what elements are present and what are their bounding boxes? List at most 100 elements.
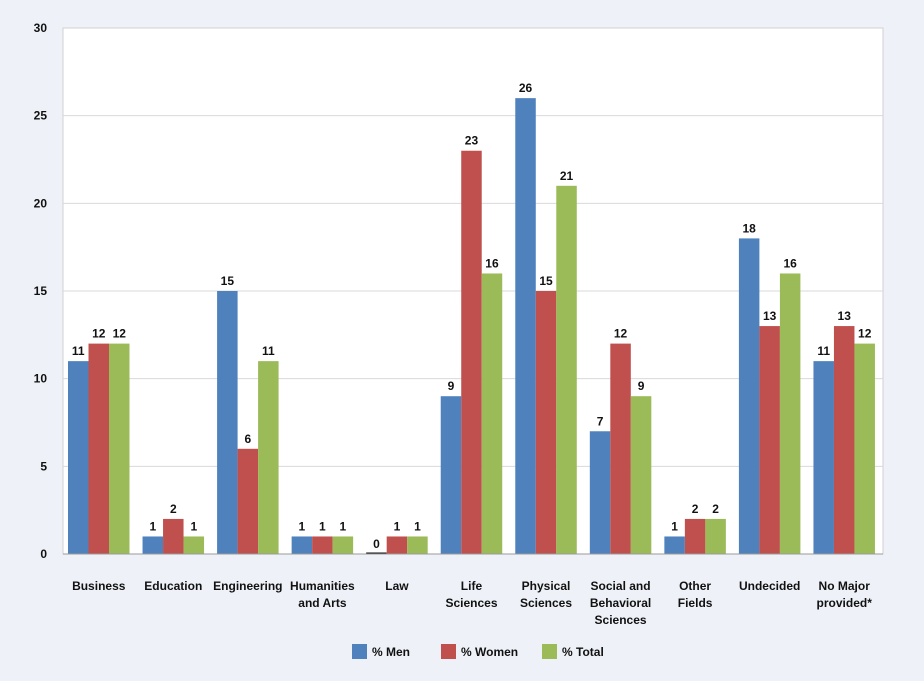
category-label-line: Humanities bbox=[290, 579, 355, 593]
category-label: No Major provided* bbox=[817, 579, 873, 610]
bar bbox=[407, 536, 428, 554]
category-label-line: Business bbox=[72, 579, 126, 593]
bar bbox=[779, 273, 801, 554]
bar bbox=[589, 431, 611, 554]
data-label: 16 bbox=[783, 256, 797, 270]
bar bbox=[610, 343, 631, 554]
bar bbox=[556, 185, 577, 555]
data-label: 2 bbox=[692, 502, 699, 516]
category-label: Physical Sciences bbox=[520, 579, 572, 610]
data-label: 12 bbox=[614, 327, 628, 341]
y-tick-label: 30 bbox=[34, 21, 48, 35]
bar bbox=[515, 98, 536, 554]
bar bbox=[142, 536, 164, 554]
bar bbox=[183, 536, 205, 554]
category-label-line: Behavioral bbox=[590, 596, 651, 610]
data-label: 21 bbox=[560, 169, 574, 183]
data-label: 11 bbox=[72, 344, 85, 358]
bar bbox=[738, 238, 760, 554]
data-label: 12 bbox=[858, 327, 872, 341]
bar bbox=[68, 361, 89, 554]
category-label: Social and Behavioral Sciences bbox=[590, 579, 651, 627]
bar bbox=[759, 326, 780, 554]
category-label: Life Sciences bbox=[445, 579, 497, 610]
legend-label: % Women bbox=[461, 645, 518, 659]
data-label: 1 bbox=[671, 519, 678, 533]
category-label: Humanities and Arts bbox=[290, 579, 355, 610]
legend-swatch bbox=[352, 644, 367, 659]
category-label: Other Fields bbox=[678, 579, 713, 610]
legend: % Men % Women % Total bbox=[352, 644, 604, 659]
category-label: Undecided bbox=[739, 579, 800, 593]
category-label-line: Life bbox=[461, 579, 483, 593]
data-label: 1 bbox=[340, 519, 347, 533]
data-label: 11 bbox=[262, 344, 275, 358]
legend-swatch bbox=[542, 644, 557, 659]
data-label: 6 bbox=[244, 432, 251, 446]
category-labels: Business Education Engineering Humanities an… bbox=[72, 579, 872, 627]
data-label: 7 bbox=[597, 414, 604, 428]
bar bbox=[258, 361, 279, 554]
y-tick-label: 0 bbox=[40, 547, 47, 561]
y-tick-label: 5 bbox=[40, 459, 47, 473]
data-label: 15 bbox=[221, 274, 235, 288]
data-label: 2 bbox=[170, 502, 177, 516]
data-label: 1 bbox=[299, 519, 306, 533]
bar bbox=[664, 536, 685, 554]
bars-group bbox=[68, 98, 875, 555]
category-label-line: Sciences bbox=[445, 596, 497, 610]
bar bbox=[684, 518, 706, 554]
category-label-line: Social and bbox=[591, 579, 651, 593]
category-label-line: Physical bbox=[522, 579, 571, 593]
data-label: 15 bbox=[539, 274, 553, 288]
bar bbox=[109, 343, 130, 554]
bar bbox=[291, 536, 313, 554]
legend-label: % Men bbox=[372, 645, 410, 659]
category-label-line: Fields bbox=[678, 596, 713, 610]
bar bbox=[481, 273, 503, 554]
category-label: Business bbox=[72, 579, 126, 593]
data-label: 23 bbox=[465, 134, 479, 148]
category-label-line: Undecided bbox=[739, 579, 800, 593]
bar bbox=[163, 518, 184, 554]
data-label: 1 bbox=[414, 519, 421, 533]
bar bbox=[312, 536, 333, 554]
data-label: 1 bbox=[394, 519, 401, 533]
bar bbox=[386, 536, 408, 554]
category-label: Law bbox=[385, 579, 409, 593]
y-tick-label: 15 bbox=[34, 284, 48, 298]
data-label: 1 bbox=[319, 519, 326, 533]
bar bbox=[88, 343, 109, 554]
bar bbox=[705, 518, 726, 554]
category-label-line: provided* bbox=[817, 596, 873, 610]
category-label-line: and Arts bbox=[298, 596, 347, 610]
category-label-line: Education bbox=[144, 579, 202, 593]
data-label: 26 bbox=[519, 81, 533, 95]
bar bbox=[630, 396, 652, 554]
category-label-line: Sciences bbox=[520, 596, 572, 610]
data-label: 12 bbox=[92, 327, 106, 341]
data-label: 11 bbox=[817, 344, 830, 358]
y-tick-label: 20 bbox=[34, 196, 48, 210]
y-tick-label: 25 bbox=[34, 109, 48, 123]
bar bbox=[535, 291, 557, 554]
category-label-line: No Major bbox=[819, 579, 871, 593]
bar bbox=[237, 448, 259, 554]
bar bbox=[440, 396, 462, 554]
bar bbox=[366, 552, 387, 554]
data-label: 0 bbox=[373, 537, 380, 551]
y-tick-label: 10 bbox=[34, 372, 48, 386]
data-label: 9 bbox=[638, 379, 645, 393]
bar bbox=[217, 291, 238, 554]
data-label: 1 bbox=[190, 519, 197, 533]
category-label: Engineering bbox=[213, 579, 282, 593]
legend-label: % Total bbox=[562, 645, 604, 659]
category-label-line: Sciences bbox=[595, 613, 647, 627]
bar bbox=[813, 361, 834, 554]
y-axis-tick-labels: 0 5 10 15 20 25 30 bbox=[34, 21, 48, 561]
data-label: 18 bbox=[742, 221, 756, 235]
category-label-line: Other bbox=[679, 579, 711, 593]
